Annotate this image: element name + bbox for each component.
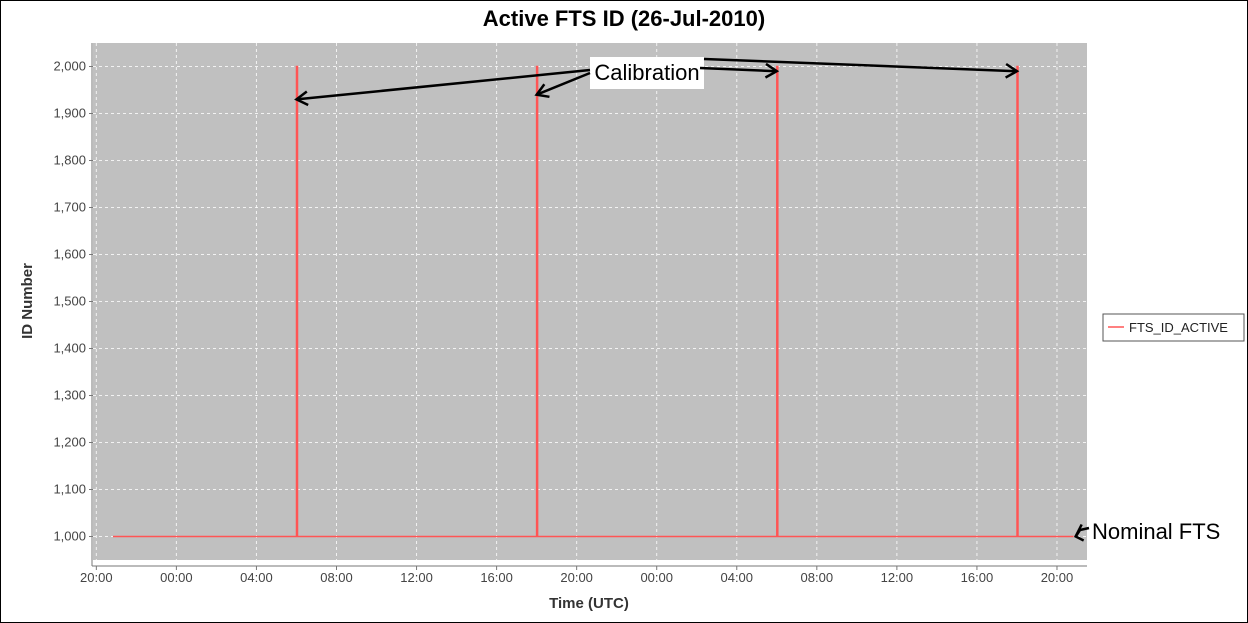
x-axis-label: Time (UTC) <box>549 595 629 612</box>
annotation-arrowhead <box>294 90 309 107</box>
x-tick-label: 00:00 <box>640 570 673 585</box>
annotation-arrowhead <box>764 62 780 79</box>
annotation-arrowhead <box>534 83 550 99</box>
y-axis-label: ID Number <box>19 263 36 339</box>
y-tick-label: 1,700 <box>53 200 86 215</box>
legend-box <box>1102 313 1245 342</box>
y-tick-label: 1,500 <box>53 294 86 309</box>
calibration-label: Calibration <box>594 60 699 85</box>
nominal-fts-label: Nominal FTS <box>1092 519 1220 544</box>
annotation-arrow-shaft <box>699 66 777 73</box>
x-tick-label: 04:00 <box>240 570 273 585</box>
y-tick-label: 1,000 <box>53 529 86 544</box>
x-tick-label: 12:00 <box>400 570 433 585</box>
nominal-fts-arrow <box>1073 523 1090 542</box>
calibration-arrow-0 <box>294 68 591 107</box>
y-tick-label: 1,300 <box>53 388 86 403</box>
x-tick-label: 20:00 <box>1041 570 1074 585</box>
annotation-arrowhead <box>1073 523 1085 542</box>
calibration-arrow-1 <box>534 71 591 99</box>
y-tick-label: 1,200 <box>53 435 86 450</box>
x-tick-label: 20:00 <box>80 570 113 585</box>
calibration-arrow-2 <box>699 62 780 79</box>
series-line-0 <box>113 65 1074 538</box>
annotation-arrowhead <box>1005 62 1020 79</box>
y-tick-label: 1,600 <box>53 247 86 262</box>
y-tick-label: 2,000 <box>53 59 86 74</box>
calibration-arrow-3 <box>703 57 1020 79</box>
legend-label: FTS_ID_ACTIVE <box>1129 320 1228 335</box>
plot-area <box>93 43 1087 560</box>
y-tick-label: 1,900 <box>53 106 86 121</box>
x-tick-label: 16:00 <box>480 570 513 585</box>
x-tick-label: 04:00 <box>720 570 753 585</box>
y-tick-label: 1,800 <box>53 153 86 168</box>
x-tick-label: 08:00 <box>320 570 353 585</box>
annotation-arrow-shaft <box>536 71 591 96</box>
legend: FTS_ID_ACTIVE <box>1102 313 1245 342</box>
chart-title: Active FTS ID (26-Jul-2010) <box>483 6 765 31</box>
x-tick-label: 20:00 <box>560 570 593 585</box>
y-tick-label: 1,400 <box>53 341 86 356</box>
y-tick-label: 1,100 <box>53 482 86 497</box>
y-axis-ticks: 1,000 1,100 1,200 1,300 1,400 1,500 1,600 1,700… <box>53 59 93 544</box>
x-tick-label: 12:00 <box>881 570 914 585</box>
annotations: Calibration Nominal FTS <box>294 57 1220 544</box>
x-tick-label: 16:00 <box>961 570 994 585</box>
x-axis-ticks: 20:00 00:00 04:00 08:00 12:00 16:00 20:00 00:00… <box>80 566 1073 585</box>
series <box>113 65 1074 538</box>
axes <box>91 43 1087 567</box>
x-tick-label: 00:00 <box>160 570 193 585</box>
calibration-label-bg <box>590 57 704 89</box>
annotation-arrow-shaft <box>703 57 1018 73</box>
x-tick-label: 08:00 <box>801 570 834 585</box>
annotation-arrow-shaft <box>296 68 591 101</box>
plot-background <box>93 43 1087 560</box>
